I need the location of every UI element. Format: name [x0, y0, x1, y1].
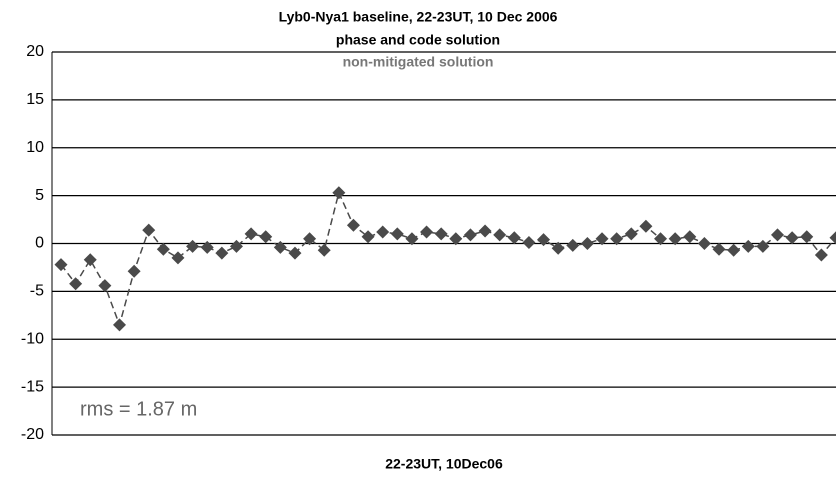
data-point: [317, 243, 331, 257]
y-tick-label: 15: [26, 91, 44, 108]
y-tick-label: -10: [21, 330, 44, 347]
data-point: [624, 227, 638, 241]
data-point: [54, 258, 68, 272]
y-tick-label: 10: [26, 139, 44, 156]
data-point: [142, 223, 156, 237]
annotation: non-mitigated solution: [343, 54, 494, 70]
data-point: [112, 318, 126, 332]
data-point: [463, 228, 477, 242]
data-point: [390, 227, 404, 241]
y-tick-label: -5: [30, 283, 44, 300]
data-point: [785, 231, 799, 245]
data-point: [595, 232, 609, 246]
data-point: [756, 239, 770, 253]
data-point: [273, 240, 287, 254]
y-tick-label: -15: [21, 378, 44, 395]
data-point: [668, 232, 682, 246]
data-point: [741, 239, 755, 253]
data-point: [449, 232, 463, 246]
data-point: [186, 239, 200, 253]
data-point: [580, 237, 594, 250]
data-point: [493, 228, 507, 242]
data-point: [800, 230, 814, 244]
data-point: [683, 230, 697, 244]
data-point: [259, 230, 273, 244]
data-point: [727, 243, 741, 257]
data-point: [156, 242, 170, 256]
annotation: rms = 1.87 m: [80, 398, 197, 420]
data-point: [215, 246, 229, 260]
data-point: [244, 227, 258, 241]
y-tick-label: 20: [26, 43, 44, 60]
chart-title: Lyb0-Nya1 baseline, 22-23UT, 10 Dec 2006: [279, 9, 558, 25]
data-point: [200, 240, 214, 254]
data-point: [69, 277, 83, 291]
data-point: [83, 253, 97, 267]
data-point: [697, 237, 711, 250]
data-point: [98, 279, 112, 293]
data-point: [639, 219, 653, 233]
data-point: [376, 225, 390, 239]
data-point: [303, 232, 317, 246]
data-point: [814, 248, 828, 262]
y-tick-label: 5: [35, 187, 44, 204]
data-point: [537, 233, 551, 247]
data-point: [346, 218, 360, 232]
y-tick-label: -20: [21, 426, 44, 443]
data-point: [654, 232, 668, 246]
data-point: [478, 224, 492, 238]
data-point: [288, 246, 302, 260]
data-point: [361, 230, 375, 244]
data-point: [829, 231, 836, 245]
x-axis-label: 22-23UT, 10Dec06: [385, 456, 503, 472]
data-point: [771, 228, 785, 242]
data-point: [127, 264, 141, 278]
data-point: [405, 232, 419, 246]
y-tick-label: 0: [35, 235, 44, 252]
data-point: [522, 236, 536, 250]
data-point: [566, 238, 580, 252]
data-point: [332, 186, 346, 200]
data-point: [171, 251, 185, 265]
chart-subtitle: phase and code solution: [336, 32, 500, 48]
data-point: [420, 225, 434, 239]
data-point: [434, 227, 448, 241]
data-point: [229, 239, 243, 253]
data-point: [551, 241, 565, 255]
data-point: [507, 231, 521, 245]
data-point: [610, 232, 624, 246]
data-point: [712, 242, 726, 256]
